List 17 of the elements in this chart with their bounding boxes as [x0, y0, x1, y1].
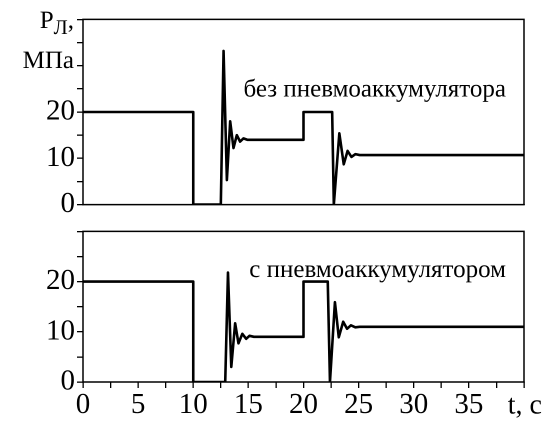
x-tick-label: 5	[130, 388, 146, 420]
x-tick-label: 30	[399, 388, 428, 420]
x-tick-label: 35	[454, 388, 484, 420]
y-tick-label: 10	[46, 314, 75, 346]
y-tick-label: 20	[46, 94, 75, 127]
y-tick-label: 10	[46, 140, 75, 173]
x-axis-title: t, с	[508, 389, 542, 420]
x-tick-label: 25	[344, 388, 374, 420]
x-tick-label: 10	[178, 388, 208, 420]
y-tick-label: 0	[60, 364, 75, 397]
series-label: с пневмоаккумулятором	[249, 256, 506, 284]
x-tick-label: 20	[289, 388, 318, 420]
y-tick-label: 20	[46, 264, 75, 296]
series-label: без пневмоаккумулятора	[243, 75, 506, 102]
y-tick-label: 0	[60, 187, 75, 220]
x-tick-label: 15	[234, 388, 263, 420]
y-axis-title: P$_{Л}$, МПа	[22, 6, 74, 76]
